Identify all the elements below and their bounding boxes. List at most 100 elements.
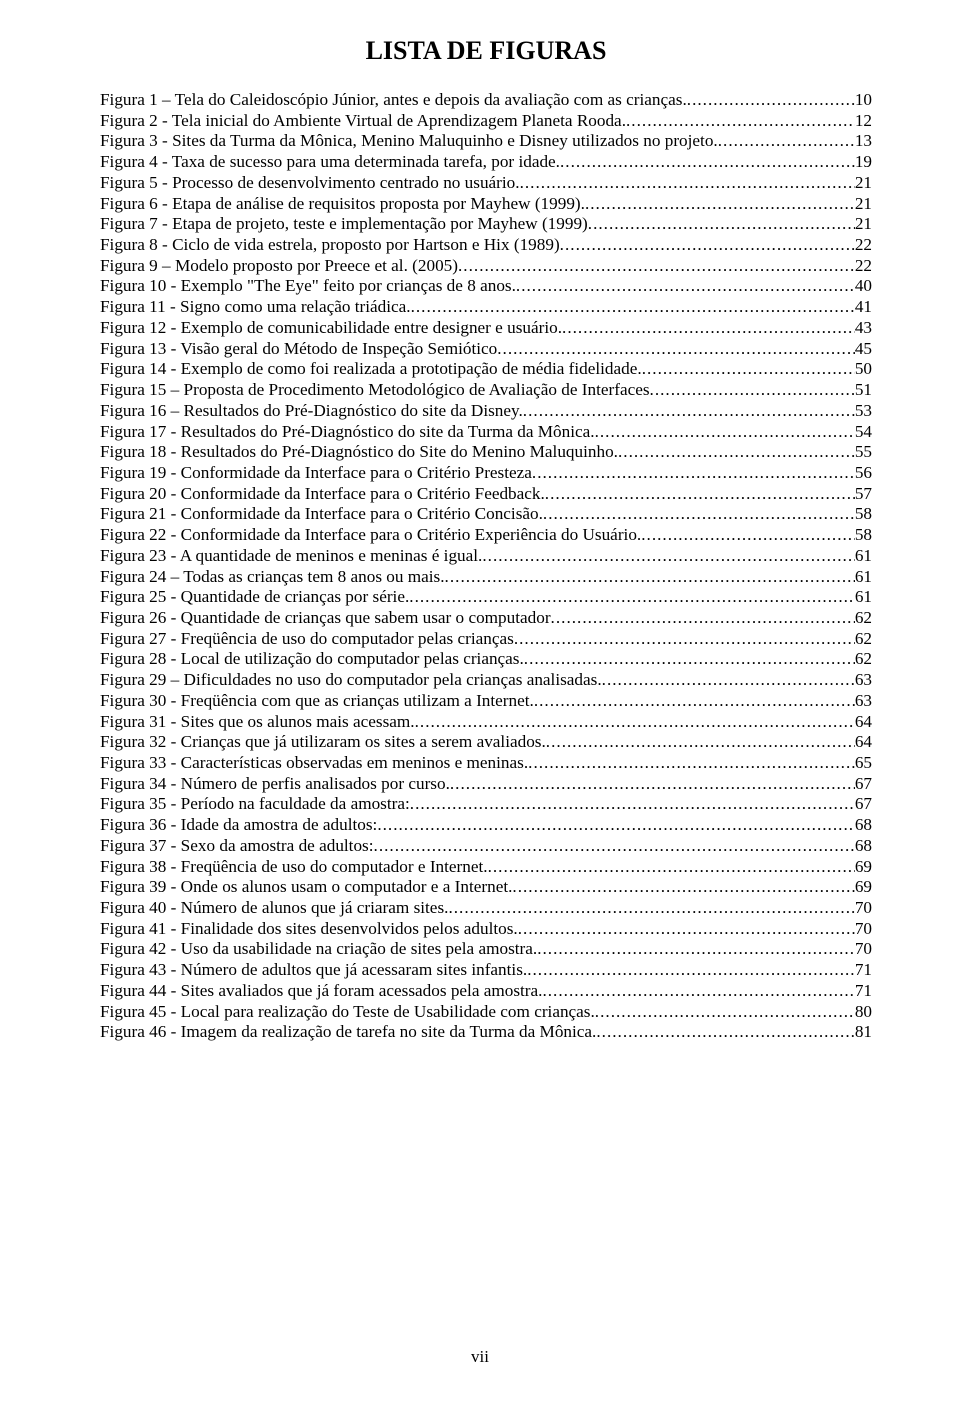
toc-entry: Figura 31 - Sites que os alunos mais ace… <box>100 712 872 733</box>
toc-entry-page: 69 <box>855 857 872 878</box>
toc-entry-leader <box>415 712 855 733</box>
toc-entry-page: 67 <box>855 794 872 815</box>
toc-entry-label: Figura 45 - Local para realização do Tes… <box>100 1002 595 1023</box>
toc-entry-page: 22 <box>855 235 872 256</box>
toc-entry-page: 70 <box>855 939 872 960</box>
toc-entry-leader <box>488 857 855 878</box>
toc-entry-page: 70 <box>855 898 872 919</box>
toc-entry-label: Figura 25 - Quantidade de crianças por s… <box>100 587 409 608</box>
toc-entry-leader <box>545 484 855 505</box>
toc-entry: Figura 41 - Finalidade dos sites desenvo… <box>100 919 872 940</box>
toc-entry-page: 69 <box>855 877 872 898</box>
toc-entry: Figura 24 – Todas as crianças tem 8 anos… <box>100 567 872 588</box>
document-page: LISTA DE FIGURAS Figura 1 – Tela do Cale… <box>0 0 960 1427</box>
toc-entry-leader <box>410 794 855 815</box>
toc-entry-page: 67 <box>855 774 872 795</box>
toc-entry-leader <box>450 774 855 795</box>
toc-entry-label: Figura 41 - Finalidade dos sites desenvo… <box>100 919 518 940</box>
toc-entry: Figura 32 - Crianças que já utilizaram o… <box>100 732 872 753</box>
toc-entry-label: Figura 40 - Número de alunos que já cria… <box>100 898 448 919</box>
toc-entry-leader <box>618 442 855 463</box>
toc-entry-label: Figura 3 - Sites da Turma da Mônica, Men… <box>100 131 718 152</box>
toc-entry: Figura 21 - Conformidade da Interface pa… <box>100 504 872 525</box>
toc-entry-label: Figura 13 - Visão geral do Método de Ins… <box>100 339 497 360</box>
toc-entry-leader <box>527 960 855 981</box>
toc-entry-leader <box>528 753 855 774</box>
toc-entry: Figura 8 - Ciclo de vida estrela, propos… <box>100 235 872 256</box>
toc-entry-page: 61 <box>855 567 872 588</box>
toc-entry-page: 70 <box>855 919 872 940</box>
toc-entry-page: 51 <box>855 380 872 401</box>
toc-entry: Figura 4 - Taxa de sucesso para uma dete… <box>100 152 872 173</box>
toc-entry-leader <box>551 608 855 629</box>
toc-entry-label: Figura 11 - Signo como uma relação triád… <box>100 297 411 318</box>
toc-entry-page: 80 <box>855 1002 872 1023</box>
toc-entry-page: 64 <box>855 732 872 753</box>
toc-entry: Figura 5 - Processo de desenvolvimento c… <box>100 173 872 194</box>
toc-entry-page: 61 <box>855 587 872 608</box>
toc-entry-page: 58 <box>855 525 872 546</box>
toc-entry-page: 54 <box>855 422 872 443</box>
toc-entry: Figura 14 - Exemplo de como foi realizad… <box>100 359 872 380</box>
toc-entry: Figura 29 – Dificuldades no uso do compu… <box>100 670 872 691</box>
toc-entry-label: Figura 20 - Conformidade da Interface pa… <box>100 484 545 505</box>
toc-entry-page: 10 <box>855 90 872 111</box>
toc-entry-label: Figura 9 – Modelo proposto por Preece et… <box>100 256 458 277</box>
toc-entry-label: Figura 19 - Conformidade da Interface pa… <box>100 463 532 484</box>
toc-entry: Figura 20 - Conformidade da Interface pa… <box>100 484 872 505</box>
toc-entry: Figura 9 – Modelo proposto por Preece et… <box>100 256 872 277</box>
toc-entry-page: 58 <box>855 504 872 525</box>
toc-entry-label: Figura 1 – Tela do Caleidoscópio Júnior,… <box>100 90 687 111</box>
toc-entry-leader <box>524 649 855 670</box>
toc-entry: Figura 28 - Local de utilização do compu… <box>100 649 872 670</box>
toc-entry-label: Figura 32 - Crianças que já utilizaram o… <box>100 732 546 753</box>
page-number: vii <box>0 1347 960 1367</box>
toc-entry-page: 71 <box>855 960 872 981</box>
toc-entry-leader <box>718 131 855 152</box>
toc-entry-page: 43 <box>855 318 872 339</box>
toc-entry-label: Figura 26 - Quantidade de crianças que s… <box>100 608 551 629</box>
toc-entry-page: 55 <box>855 442 872 463</box>
toc-entry-label: Figura 16 – Resultados do Pré-Diagnóstic… <box>100 401 523 422</box>
toc-entry-label: Figura 15 – Proposta de Procedimento Met… <box>100 380 650 401</box>
toc-entry: Figura 33 - Características observadas e… <box>100 753 872 774</box>
toc-entry-leader <box>537 939 855 960</box>
toc-entry-label: Figura 6 - Etapa de análise de requisito… <box>100 194 585 215</box>
toc-entry-label: Figura 17 - Resultados do Pré-Diagnóstic… <box>100 422 595 443</box>
toc-entry-leader <box>377 815 855 836</box>
toc-entry-leader <box>445 567 855 588</box>
toc-entry-label: Figura 12 - Exemplo de comunicabilidade … <box>100 318 562 339</box>
toc-entry-label: Figura 10 - Exemplo "The Eye" feito por … <box>100 276 516 297</box>
toc-entry: Figura 36 - Idade da amostra de adultos:… <box>100 815 872 836</box>
toc-entry-label: Figura 21 - Conformidade da Interface pa… <box>100 504 543 525</box>
toc-entry-leader <box>534 691 855 712</box>
toc-entry: Figura 35 - Período na faculdade da amos… <box>100 794 872 815</box>
toc-entry: Figura 26 - Quantidade de crianças que s… <box>100 608 872 629</box>
toc-entry: Figura 12 - Exemplo de comunicabilidade … <box>100 318 872 339</box>
toc-entry-leader <box>595 422 855 443</box>
toc-entry-leader <box>458 256 855 277</box>
toc-entry: Figura 27 - Freqüência de uso do computa… <box>100 629 872 650</box>
toc-entry-label: Figura 34 - Número de perfis analisados … <box>100 774 450 795</box>
toc-entry-page: 81 <box>855 1022 872 1043</box>
toc-entry-page: 50 <box>855 359 872 380</box>
toc-entry-leader <box>602 670 855 691</box>
toc-entry-label: Figura 42 - Uso da usabilidade na criaçã… <box>100 939 537 960</box>
toc-entry: Figura 15 – Proposta de Procedimento Met… <box>100 380 872 401</box>
toc-entry: Figura 42 - Uso da usabilidade na criaçã… <box>100 939 872 960</box>
toc-entry-label: Figura 22 - Conformidade da Interface pa… <box>100 525 641 546</box>
toc-entry-label: Figura 5 - Processo de desenvolvimento c… <box>100 173 520 194</box>
toc-entry-leader <box>560 152 855 173</box>
toc-entry-label: Figura 24 – Todas as crianças tem 8 anos… <box>100 567 445 588</box>
toc-entry-page: 21 <box>855 214 872 235</box>
toc-entry: Figura 19 - Conformidade da Interface pa… <box>100 463 872 484</box>
toc-entry: Figura 44 - Sites avaliados que já foram… <box>100 981 872 1002</box>
toc-entry: Figura 6 - Etapa de análise de requisito… <box>100 194 872 215</box>
toc-entry: Figura 11 - Signo como uma relação triád… <box>100 297 872 318</box>
toc-entry: Figura 7 - Etapa de projeto, teste e imp… <box>100 214 872 235</box>
toc-entry-label: Figura 37 - Sexo da amostra de adultos: <box>100 836 374 857</box>
toc-entry-page: 71 <box>855 981 872 1002</box>
toc-entry-leader <box>523 401 855 422</box>
toc-entry-page: 41 <box>855 297 872 318</box>
toc-entry-label: Figura 35 - Período na faculdade da amos… <box>100 794 410 815</box>
